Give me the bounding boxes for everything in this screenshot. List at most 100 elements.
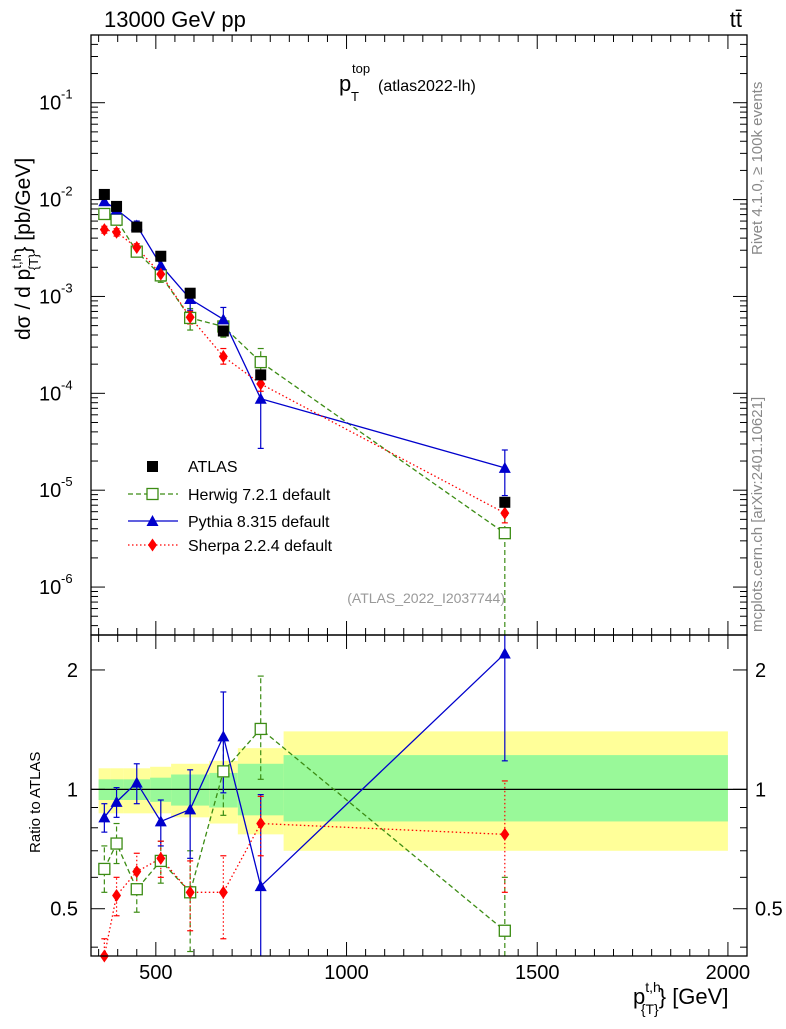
ratio-point-herwig: [254, 722, 267, 736]
x-tick-label: 1500: [515, 962, 560, 984]
main-line-sherpa: [104, 228, 506, 514]
main-point-sherpa: [218, 349, 228, 363]
legend-entry-herwig: Herwig 7.2.1 default: [128, 487, 331, 504]
ratio-line-herwig: [103, 728, 506, 932]
main-point-herwig: [110, 213, 123, 226]
energy-label: 13000 GeV pp: [104, 7, 246, 32]
x-tick-label: 500: [139, 962, 172, 984]
legend-entry-pythia: Pythia 8.315 default: [128, 514, 330, 531]
mcplots-reference-label: mcplots.cern.ch [arXiv:2401.10621]: [749, 397, 766, 632]
legend-entry-sherpa: Sherpa 2.2.4 default: [128, 538, 333, 555]
process-label: tt̄: [730, 7, 742, 32]
main-point-atlas: [217, 325, 229, 337]
main-point-sherpa: [112, 225, 122, 239]
x-axis-label: pt,h {T}} [GeV]: [633, 979, 728, 1017]
ratio-point-pythia: [98, 811, 111, 823]
ratio-point-pythia: [184, 803, 197, 815]
main-y-tick-exponent: -5: [61, 474, 73, 489]
ratio-point-herwig: [110, 837, 123, 850]
ratio-point-sherpa: [256, 817, 266, 831]
main-point-atlas: [98, 188, 110, 200]
ratio-y-tick-label-right: 2: [755, 660, 766, 682]
ratio-point-pythia: [110, 795, 123, 807]
ratio-point-sherpa: [185, 885, 195, 899]
ratio-point-sherpa: [218, 885, 228, 899]
ratio-point-herwig: [498, 924, 511, 937]
main-y-tick-exponent: -4: [61, 377, 73, 392]
main-y-tick-exponent: -1: [61, 87, 73, 102]
main-y-tick-exponent: -2: [61, 184, 73, 199]
ratio-point-sherpa: [156, 851, 166, 865]
ratio-point-pythia: [154, 815, 167, 827]
main-point-pythia: [217, 313, 230, 325]
main-y-tick-label: 10: [39, 190, 61, 212]
plot-title-sub: T: [351, 89, 359, 104]
ratio-y-tick-label-right: 1: [755, 779, 766, 801]
main-point-atlas: [155, 250, 167, 262]
ratio-point-pythia: [130, 776, 143, 788]
legend-marker-pythia: [146, 515, 159, 526]
main-point-sherpa: [132, 241, 142, 255]
plot-title-tag: (atlas2022-lh): [378, 78, 476, 95]
legend-marker-sherpa: [148, 538, 157, 552]
ratio-point-herwig: [98, 862, 111, 876]
ratio-y-tick-label: 0.5: [50, 899, 78, 921]
ratio-y-tick-label-right: 0.5: [755, 899, 783, 921]
analysis-watermark: (ATLAS_2022_I2037744): [347, 590, 505, 606]
main-point-pythia: [254, 392, 267, 404]
main-y-tick-label: 10: [39, 93, 61, 115]
legend-marker-atlas: [147, 461, 158, 472]
main-point-sherpa: [256, 377, 266, 391]
main-point-atlas: [111, 200, 123, 212]
x-tick-label: 1000: [324, 962, 369, 984]
main-line-herwig: [104, 213, 506, 534]
main-y-tick-label: 10: [39, 577, 61, 599]
main-point-sherpa: [185, 310, 195, 324]
main-point-atlas: [131, 221, 143, 233]
svg-text:pt,h{T}} [GeV]: pt,h {T}} [GeV]: [633, 979, 728, 1017]
main-point-pythia: [154, 259, 167, 271]
ratio-point-sherpa: [112, 888, 122, 902]
ratio-panel-frame: [90, 634, 748, 957]
x-tick-label: 2000: [706, 962, 751, 984]
data-markers: [98, 188, 511, 963]
main-point-herwig: [254, 355, 267, 369]
legend-marker-herwig: [146, 487, 159, 501]
legend: ATLAS Herwig 7.2.1 default Pythia 8.315 …: [128, 459, 333, 555]
legend-entry-atlas: ATLAS: [147, 459, 238, 476]
band-inner-segment: [283, 755, 728, 822]
main-point-herwig: [498, 527, 511, 540]
ratio-point-sherpa: [132, 865, 142, 879]
main-point-sherpa: [99, 223, 109, 237]
ratio-point-pythia: [498, 647, 511, 659]
main-y-tick-exponent: -6: [61, 571, 73, 586]
plot-title-sup: top: [352, 61, 370, 76]
legend-label-atlas: ATLAS: [188, 459, 238, 476]
main-point-pythia: [498, 461, 511, 473]
svg-text:dσ / d pt,h{T}} [pb/GeV]: dσ / d pt,h {T}} [pb/GeV]: [9, 158, 41, 340]
main-y-axis-label: dσ / d pt,h {T}} [pb/GeV]: [9, 158, 41, 340]
main-line-pythia: [103, 200, 505, 469]
rivet-version-label: Rivet 4.1.0, ≥ 100k events: [749, 82, 766, 255]
legend-label-herwig: Herwig 7.2.1 default: [188, 487, 331, 504]
main-y-tick-label: 10: [39, 383, 61, 405]
ratio-point-herwig: [130, 883, 143, 896]
ratio-line-pythia: [103, 653, 506, 888]
legend-label-sherpa: Sherpa 2.2.4 default: [188, 538, 333, 555]
ratio-point-sherpa: [500, 827, 510, 841]
main-point-atlas: [255, 369, 267, 381]
ratio-point-pythia: [217, 730, 230, 742]
main-y-tick-label: 10: [39, 286, 61, 308]
ratio-point-herwig: [217, 765, 230, 778]
ratio-y-tick-label: 1: [67, 779, 78, 801]
main-point-sherpa: [156, 267, 166, 281]
main-y-tick-exponent: -3: [61, 280, 73, 295]
ratio-y-axis-label: Ratio to ATLAS: [27, 752, 44, 853]
main-point-atlas: [184, 287, 196, 299]
legend-label-pythia: Pythia 8.315 default: [188, 514, 330, 531]
main-y-tick-label: 10: [39, 480, 61, 502]
ratio-point-pythia: [254, 880, 267, 892]
